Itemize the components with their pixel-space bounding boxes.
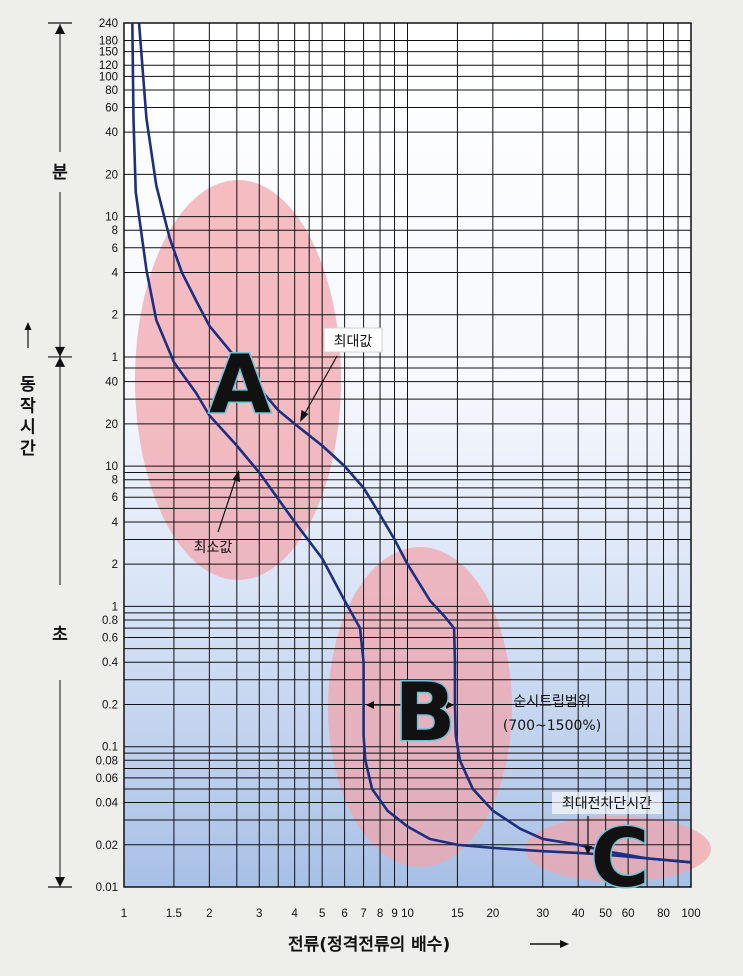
y-tick-label: 0.06 (96, 773, 118, 785)
x-tick-label: 8 (377, 908, 383, 920)
x-tick-label: 100 (681, 908, 700, 920)
y-tick-label: 240 (99, 18, 118, 30)
y-tick-label: 0.04 (96, 798, 119, 810)
x-tick-label: 1 (121, 908, 127, 920)
min-leader-line (217, 477, 237, 533)
y-tick-label: 40 (105, 127, 118, 139)
y-tick-label: 150 (99, 47, 118, 59)
y-tick-label: 20 (105, 169, 118, 181)
arrow-icon (300, 410, 309, 422)
arrow-icon (232, 470, 240, 482)
y-tick-label: 8 (112, 225, 118, 237)
max-leader-line (303, 355, 338, 416)
arrow-down-icon (55, 877, 65, 887)
y-tick-label: 1 (112, 601, 118, 613)
tick-labels-layer: 1 1.5 2 3 4 5 6 7 8 9 10 15 20 30 40 50 60 80 1000.010.020… (96, 18, 701, 920)
y-tick-label: 0.8 (102, 615, 118, 627)
region-c-label: C (591, 812, 650, 905)
x-tick-label: 4 (291, 908, 298, 920)
y-tick-label: 0.4 (102, 657, 119, 669)
x-tick-label: 40 (572, 908, 585, 920)
arrow-up-icon (24, 322, 32, 330)
max-label-box (323, 327, 383, 353)
instant-trip-label: 순시트립범위 (513, 694, 590, 710)
x-tick-label: 6 (341, 908, 347, 920)
x-tick-label: 3 (256, 908, 262, 920)
region-c-ellipse (525, 816, 711, 882)
min-label: 최소값 (194, 540, 233, 556)
x-tick-label: 7 (360, 908, 366, 920)
curve-max (137, 22, 692, 864)
y-tick-label: 0.6 (102, 633, 118, 645)
arrow-left-icon (366, 701, 374, 709)
x-tick-label: 50 (599, 908, 612, 920)
x-tick-label: 5 (319, 908, 325, 920)
unit-seconds-label: 초 (52, 625, 68, 645)
y-tick-label: 10 (105, 461, 118, 473)
curves-layer (131, 22, 692, 864)
region-a-label: A (209, 338, 271, 431)
y-tick-label: 40 (105, 377, 118, 389)
x-tick-label: 20 (486, 908, 499, 920)
y-tick-label: 8 (112, 475, 118, 487)
axis-units-layer: 분초 동 작 시 간전류(정격전류의 배수) (20, 22, 569, 955)
plot-frame (123, 22, 692, 888)
y-tick-label: 0.1 (102, 742, 118, 754)
y-tick-label: 100 (99, 71, 118, 83)
arrow-right-icon (560, 940, 569, 948)
y-tick-label: 0.01 (96, 882, 118, 894)
x-tick-label: 60 (622, 908, 635, 920)
y-tick-label: 80 (105, 85, 118, 97)
grid-layer (123, 22, 692, 888)
region-b-ellipse (328, 547, 512, 867)
arrow-down-icon (55, 346, 65, 357)
y-tick-label: 0.2 (102, 699, 118, 711)
y-tick-label: 2 (112, 310, 118, 322)
y-tick-label: 2 (112, 559, 118, 571)
x-tick-label: 15 (451, 908, 464, 920)
y-tick-label: 0.02 (96, 840, 118, 852)
x-tick-label: 2 (206, 908, 212, 920)
y-tick-label: 4 (112, 517, 119, 529)
y-tick-label: 0.08 (96, 755, 118, 767)
unit-minutes-label: 분 (52, 163, 68, 183)
arrow-down-icon (584, 846, 592, 855)
y-tick-label: 4 (112, 267, 119, 279)
x-tick-label: 9 (391, 908, 397, 920)
y-tick-label: 10 (105, 212, 118, 224)
x-tick-label: 30 (536, 908, 549, 920)
max-clearing-label: 최대전차단시간 (562, 796, 652, 812)
curve-min (131, 22, 692, 864)
x-tick-label: 80 (657, 908, 670, 920)
arrow-up-icon (55, 24, 65, 34)
y-tick-label: 20 (105, 419, 118, 431)
y-tick-label: 180 (99, 36, 118, 48)
x-tick-label: 10 (401, 908, 414, 920)
y-tick-label: 60 (105, 102, 118, 114)
instant-trip-range: (700~1500%) (503, 718, 601, 734)
region-b-label: B (395, 666, 456, 759)
x-tick-label: 1.5 (166, 908, 182, 920)
max-label: 최대값 (334, 334, 373, 350)
y-tick-label: 6 (112, 492, 118, 504)
y-tick-label: 120 (99, 60, 118, 72)
x-axis-title: 전류(정격전류의 배수) (288, 935, 450, 955)
arrow-right-icon (446, 701, 454, 709)
max-clearing-label-box (552, 792, 662, 814)
y-tick-label: 6 (112, 243, 118, 255)
y-tick-label: 1 (112, 352, 118, 364)
